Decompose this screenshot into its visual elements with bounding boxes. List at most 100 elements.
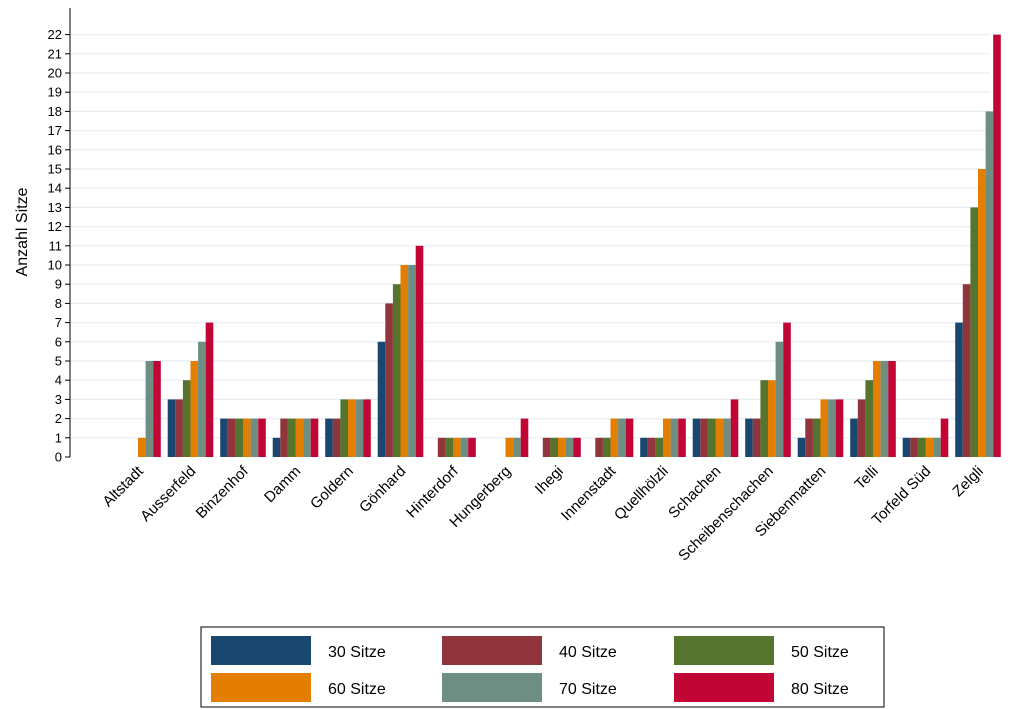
- bar: [138, 437, 146, 457]
- bar: [400, 265, 409, 457]
- bar: [730, 399, 739, 457]
- y-tick-label: 0: [55, 450, 62, 465]
- x-tick-label: Goldern: [307, 463, 357, 513]
- bar: [205, 322, 214, 457]
- bar: [873, 361, 881, 457]
- bar: [287, 418, 296, 457]
- legend-swatch: [442, 673, 542, 702]
- legend-swatch: [442, 636, 542, 665]
- x-tick-label: Quellhölzli: [611, 463, 672, 524]
- bar: [445, 437, 453, 457]
- bar: [250, 418, 259, 457]
- bar: [310, 418, 319, 457]
- bar: [768, 380, 776, 457]
- bar: [723, 418, 731, 457]
- bar: [385, 303, 393, 457]
- bar: [520, 418, 529, 457]
- bar: [392, 284, 401, 457]
- bar: [678, 418, 686, 457]
- y-tick-label: 6: [55, 334, 62, 349]
- legend-label: 60 Sitze: [328, 681, 386, 698]
- y-tick-label: 11: [49, 238, 63, 253]
- x-tick-label: Binzenhof: [193, 462, 253, 522]
- y-tick-label: 18: [48, 104, 62, 119]
- bar: [153, 361, 161, 457]
- legend-label: 30 Sitze: [328, 644, 386, 661]
- bar: [332, 418, 341, 457]
- bar: [610, 418, 619, 457]
- bar: [670, 418, 679, 457]
- bar: [550, 437, 558, 457]
- y-tick-label: 17: [48, 123, 62, 138]
- bar: [917, 437, 926, 457]
- bar: [190, 361, 199, 457]
- bar: [812, 418, 821, 457]
- bar: [235, 418, 243, 457]
- x-tick-label: Zelgli: [949, 463, 986, 500]
- legend-label: 80 Sitze: [791, 681, 849, 698]
- y-tick-label: 7: [55, 315, 62, 330]
- bar: [978, 169, 986, 457]
- bar: [775, 341, 784, 457]
- bar: [355, 399, 364, 457]
- bar: [460, 437, 469, 457]
- bar: [993, 34, 1001, 457]
- legend-swatch: [211, 636, 311, 665]
- bar: [783, 322, 791, 457]
- bar: [857, 399, 866, 457]
- bar: [182, 380, 191, 457]
- bar: [640, 437, 648, 457]
- bar: [880, 361, 889, 457]
- y-tick-label: 1: [55, 430, 62, 445]
- bar: [558, 437, 566, 457]
- bar: [752, 418, 761, 457]
- bar: [505, 437, 514, 457]
- bar: [760, 380, 768, 457]
- bar: [415, 245, 424, 457]
- x-tick-label: Altstadt: [99, 462, 147, 510]
- x-tick-label: Ihegi: [532, 463, 567, 498]
- x-tick-label: Innenstadt: [558, 462, 620, 524]
- bar: [565, 437, 574, 457]
- y-tick-label: 10: [48, 258, 62, 273]
- legend-label: 50 Sitze: [791, 644, 849, 661]
- y-tick-label: 12: [48, 219, 62, 234]
- bar: [602, 437, 611, 457]
- bar: [962, 284, 971, 457]
- y-tick-label: 4: [55, 373, 62, 388]
- bar: [453, 437, 461, 457]
- y-tick-label: 8: [55, 296, 62, 311]
- bar: [167, 399, 176, 457]
- bar: [850, 418, 858, 457]
- x-tick-label: Telli: [852, 463, 882, 493]
- bar: [970, 207, 978, 457]
- bar: [243, 418, 251, 457]
- bar: [745, 418, 753, 457]
- bar: [595, 437, 603, 457]
- bar: [647, 437, 656, 457]
- bar: [198, 341, 206, 457]
- y-tick-label: 14: [48, 181, 62, 196]
- bar: [175, 399, 183, 457]
- y-tick-label: 16: [48, 142, 62, 157]
- bar: [910, 437, 918, 457]
- bar: [985, 111, 994, 458]
- bar: [340, 399, 348, 457]
- bar: [272, 437, 281, 457]
- x-tick-label: Gönhard: [356, 463, 409, 516]
- bar: [573, 437, 581, 457]
- legend: 30 Sitze 40 Sitze 50 Sitze 60 Sitze 70 Sitze…: [200, 626, 885, 708]
- bar: [655, 437, 663, 457]
- legend-swatch: [211, 673, 311, 702]
- bar: [325, 418, 333, 457]
- bar: [625, 418, 634, 457]
- y-tick-label: 20: [48, 66, 62, 81]
- y-tick-label: 3: [55, 392, 62, 407]
- bar: [408, 265, 416, 457]
- x-tick-label: Scheibenschachen: [675, 463, 777, 565]
- y-tick-label: 9: [55, 277, 62, 292]
- bar: [955, 322, 963, 457]
